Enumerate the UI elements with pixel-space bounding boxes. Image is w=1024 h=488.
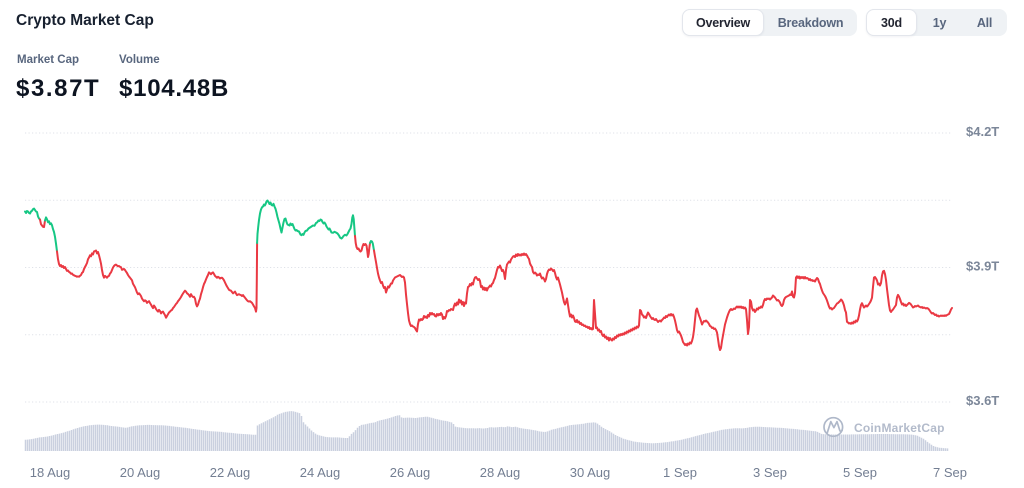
svg-text:30 Aug: 30 Aug bbox=[570, 465, 611, 480]
svg-text:$4.2T: $4.2T bbox=[966, 124, 999, 139]
svg-text:26 Aug: 26 Aug bbox=[390, 465, 431, 480]
svg-text:$3.6T: $3.6T bbox=[966, 393, 999, 408]
svg-text:3 Sep: 3 Sep bbox=[753, 465, 787, 480]
svg-text:28 Aug: 28 Aug bbox=[480, 465, 521, 480]
svg-text:$3.9T: $3.9T bbox=[966, 259, 999, 274]
svg-text:20 Aug: 20 Aug bbox=[120, 465, 161, 480]
svg-text:5 Sep: 5 Sep bbox=[843, 465, 877, 480]
svg-text:CoinMarketCap: CoinMarketCap bbox=[854, 421, 945, 435]
svg-text:24 Aug: 24 Aug bbox=[300, 465, 341, 480]
svg-text:1 Sep: 1 Sep bbox=[663, 465, 697, 480]
svg-text:7 Sep: 7 Sep bbox=[933, 465, 967, 480]
svg-text:22 Aug: 22 Aug bbox=[210, 465, 251, 480]
svg-text:18 Aug: 18 Aug bbox=[30, 465, 71, 480]
